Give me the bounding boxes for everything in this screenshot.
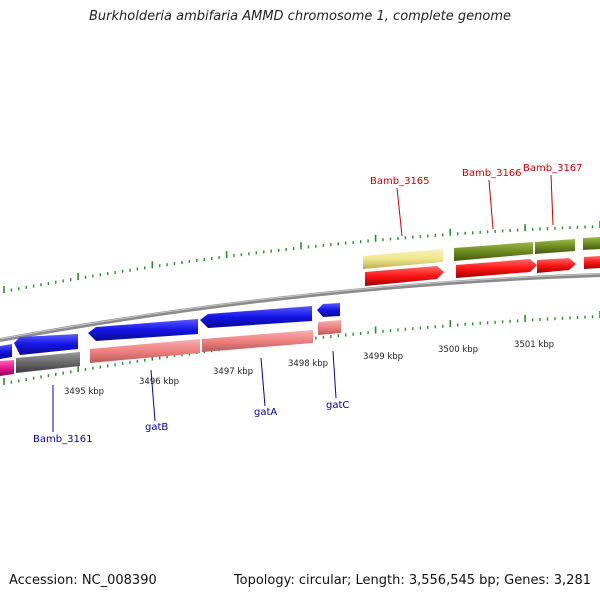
- scale-label-3498: 3498 kbp: [288, 359, 328, 369]
- gene-red-2-arrow[interactable]: [456, 259, 537, 278]
- gene-pink-3-arrow[interactable]: [318, 320, 341, 335]
- scale-label-3499: 3499 kbp: [363, 352, 403, 362]
- gene-gata-arrow[interactable]: [200, 306, 312, 328]
- leader-gatc: [332, 350, 337, 399]
- reverse-strand-genes: [0, 256, 600, 376]
- gene-label-bamb-3161[interactable]: Bamb_3161: [33, 434, 93, 445]
- gene-red-1-arrow[interactable]: [365, 266, 444, 286]
- gene-label-bamb-3167[interactable]: Bamb_3167: [523, 163, 583, 174]
- leader-gatb: [150, 369, 156, 422]
- gene-gatb-arrow[interactable]: [88, 319, 198, 341]
- gene-bamb-3166-arrow[interactable]: [454, 242, 533, 261]
- scale-label-3496: 3496 kbp: [139, 377, 179, 387]
- gene-label-bamb-3166[interactable]: Bamb_3166: [462, 168, 522, 179]
- gene-pink-1-arrow[interactable]: [90, 339, 200, 363]
- gene-olive-2-arrow[interactable]: [535, 239, 575, 254]
- gene-label-gata[interactable]: gatA: [254, 407, 277, 418]
- leader-gata: [260, 357, 266, 407]
- scale-label-3501: 3501 kbp: [514, 340, 554, 350]
- upper-tick-ring: [3, 221, 600, 293]
- gene-bamb-3167-arrow[interactable]: [537, 258, 576, 273]
- leader-lines: [52, 174, 554, 432]
- gene-label-bamb-3165[interactable]: Bamb_3165: [370, 176, 430, 187]
- forward-strand-genes: [0, 237, 600, 359]
- genome-summary-text: Topology: circular; Length: 3,556,545 bp…: [233, 573, 591, 588]
- scale-labels: 3495 kbp 3496 kbp 3497 kbp 3498 kbp 3499…: [64, 340, 554, 397]
- scale-label-3500: 3500 kbp: [438, 345, 478, 355]
- gene-bamb-3161-fwd-arrow[interactable]: [14, 334, 78, 355]
- backbone-track: [0, 273, 600, 342]
- gene-grey-arrow[interactable]: [16, 352, 80, 373]
- gene-labels: Bamb_3161 gatB gatA gatC Bamb_3165 Bamb_…: [33, 163, 583, 445]
- gene-magenta-arrow[interactable]: [0, 360, 14, 376]
- leader-bamb-3165: [396, 187, 403, 237]
- gene-gatc-arrow[interactable]: [317, 303, 340, 317]
- gene-label-gatb[interactable]: gatB: [145, 422, 168, 433]
- map-title: Burkholderia ambifaria AMMD chromosome 1…: [88, 9, 512, 24]
- gene-red-4-arrow[interactable]: [584, 256, 600, 269]
- gene-label-gatc[interactable]: gatC: [326, 400, 349, 411]
- scale-label-3495: 3495 kbp: [64, 387, 104, 397]
- accession-text: Accession: NC_008390: [9, 573, 157, 588]
- gene-pink-2-arrow[interactable]: [202, 330, 313, 352]
- gene-olive-3-arrow[interactable]: [583, 237, 600, 250]
- backbone-highlight: [0, 273, 600, 340]
- gene-blue-left-arrow[interactable]: [0, 344, 12, 359]
- leader-bamb-3167: [550, 174, 554, 226]
- gene-bamb-3165-arrow[interactable]: [363, 249, 443, 269]
- leader-bamb-3166: [488, 179, 494, 230]
- scale-label-3497: 3497 kbp: [213, 367, 253, 377]
